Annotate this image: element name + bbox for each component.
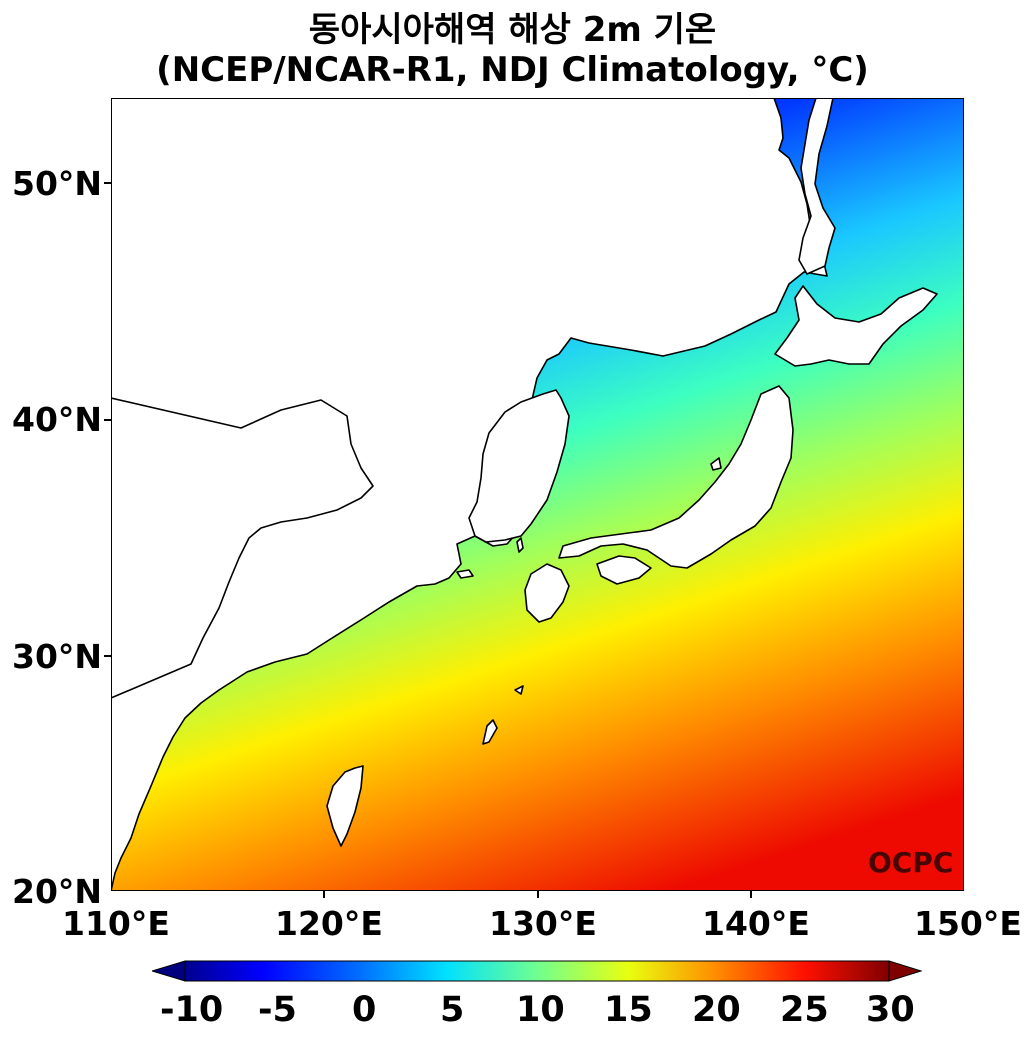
lon-label-140e: 140°E [702, 904, 810, 943]
colorbar-label-10: 10 [516, 990, 565, 1030]
map-svg [111, 98, 964, 891]
shikoku-landmass [596, 555, 652, 585]
ryukyu-island [514, 685, 524, 695]
ocpc-credit: OCPC [868, 846, 954, 879]
colorbar-label-5: 5 [440, 990, 465, 1030]
lon-tick [323, 891, 325, 898]
tsushima-island [516, 537, 524, 553]
sakhalin-landmass [798, 98, 836, 275]
colorbar-gradient [184, 960, 890, 982]
lon-label-150e: 150°E [914, 904, 1022, 943]
lat-tick [104, 419, 111, 421]
temperature-map [111, 98, 964, 891]
colorbar-label-neg5: -5 [258, 990, 297, 1030]
honshu-landmass [558, 385, 794, 569]
lat-label-20n: 20°N [12, 872, 103, 911]
lat-label-30n: 30°N [12, 637, 103, 676]
colorbar-label-25: 25 [780, 990, 829, 1030]
lon-label-110e: 110°E [62, 904, 170, 943]
colorbar [152, 960, 922, 982]
lon-tick [750, 891, 752, 898]
colorbar-label-neg10: -10 [160, 990, 224, 1030]
lat-label-40n: 40°N [12, 400, 103, 439]
korea-landmass [468, 389, 570, 543]
lon-label-120e: 120°E [275, 904, 383, 943]
lon-label-130e: 130°E [489, 904, 597, 943]
ryukyu-island [482, 719, 498, 745]
map-title: 동아시아해역 해상 2m 기온 [308, 10, 717, 50]
lat-label-50n: 50°N [12, 164, 103, 203]
colorbar-min-extend [152, 960, 186, 982]
colorbar-label-15: 15 [604, 990, 653, 1030]
hokkaido-landmass [774, 285, 938, 367]
map-subtitle: (NCEP/NCAR-R1, NDJ Climatology, °C) [156, 50, 869, 90]
kyushu-landmass [524, 563, 570, 623]
sado-island [710, 457, 722, 471]
colorbar-label-30: 30 [866, 990, 915, 1030]
colorbar-label-0: 0 [352, 990, 377, 1030]
colorbar-label-20: 20 [692, 990, 741, 1030]
lon-tick [537, 891, 539, 898]
taiwan-landmass [326, 765, 364, 847]
colorbar-max-extend [888, 960, 922, 982]
lat-tick [104, 655, 111, 657]
lat-tick [104, 182, 111, 184]
jeju-island [456, 569, 474, 579]
shandong-landmass [111, 397, 374, 699]
